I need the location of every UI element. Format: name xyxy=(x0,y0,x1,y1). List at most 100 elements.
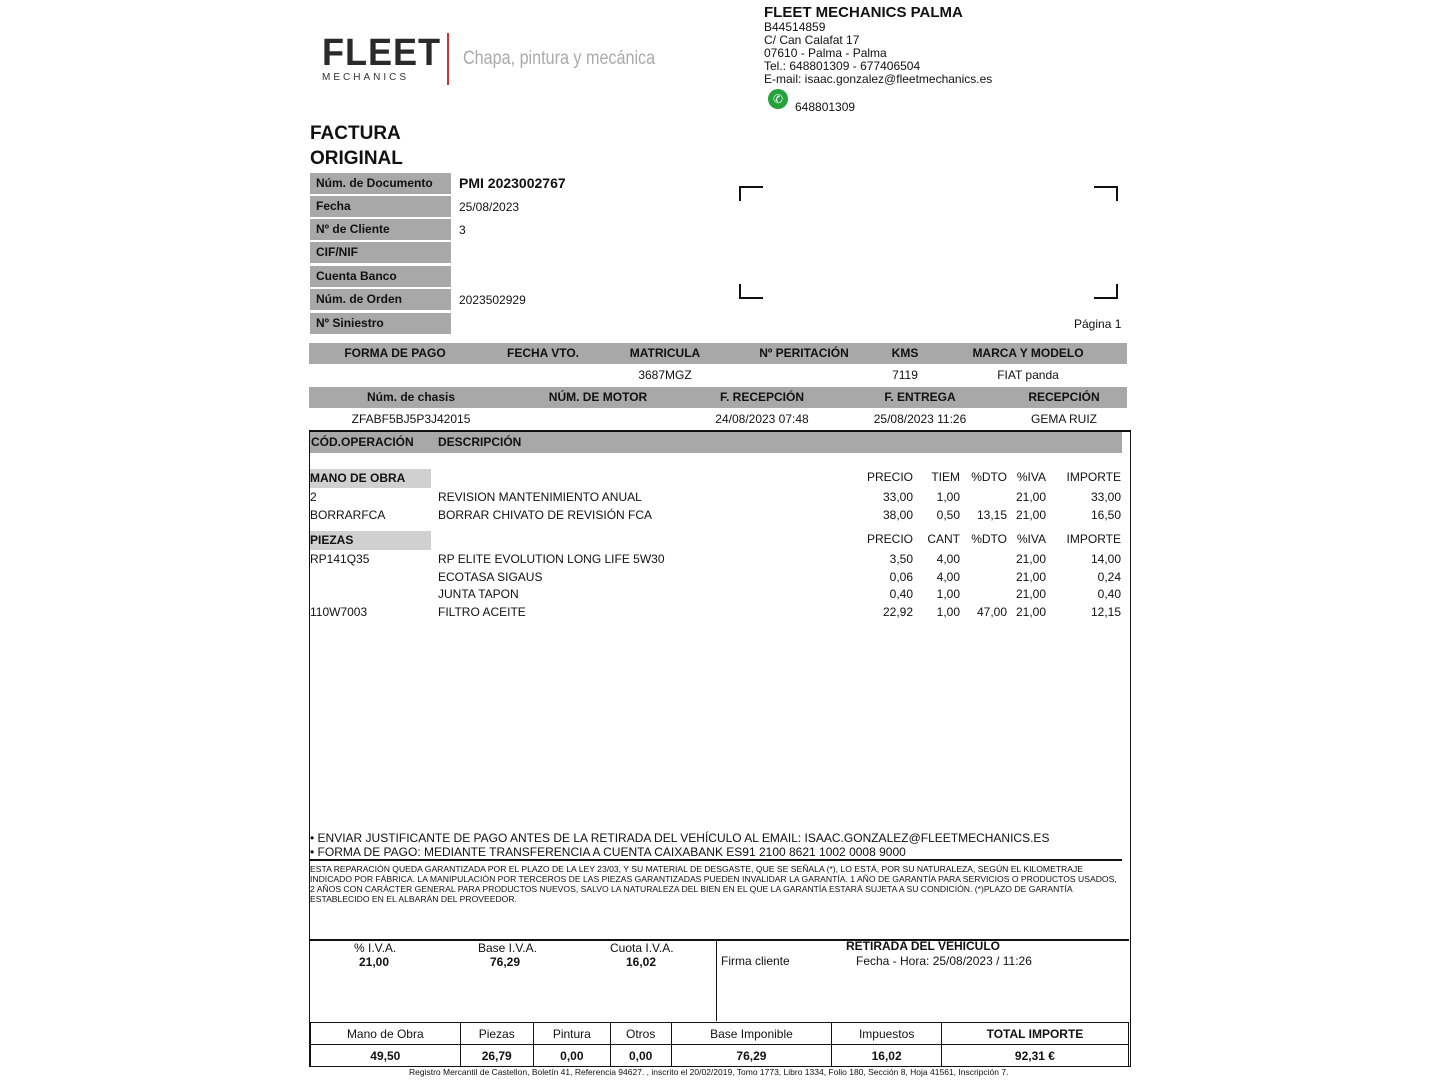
totals-value: 49,50 xyxy=(310,1044,461,1067)
vehicle-header-cell: F. ENTREGA xyxy=(884,390,956,404)
totals-value: 0,00 xyxy=(532,1044,611,1067)
column-header: IMPORTE xyxy=(1066,532,1121,546)
line-code: 2 xyxy=(310,490,317,504)
field-label: Núm. de Orden xyxy=(310,289,451,310)
line-dto: 13,15 xyxy=(976,507,1007,522)
section-title: MANO DE OBRA xyxy=(310,469,431,488)
line-amount: 16,50 xyxy=(1090,507,1121,522)
column-header: %DTO xyxy=(971,470,1007,484)
vat-pct-label: % I.V.A. xyxy=(354,941,397,955)
field-label: CIF/NIF xyxy=(310,242,451,263)
summary-vertical xyxy=(716,940,717,1021)
doc-subtitle: ORIGINAL xyxy=(310,148,403,169)
column-header: PRECIO xyxy=(866,532,913,546)
line-amount: 12,15 xyxy=(1090,604,1121,619)
summary-divider xyxy=(310,939,1129,941)
line-iva: 21,00 xyxy=(1015,490,1046,504)
vat-quota: 16,02 xyxy=(626,955,657,969)
vehicle-header-cell: MARCA Y MODELO xyxy=(972,346,1084,360)
company-email: E-mail: isaac.gonzalez@fleetmechanics.es xyxy=(764,72,993,86)
company-phone: Tel.: 648801309 - 677406504 xyxy=(764,59,921,73)
line-price: 3,50 xyxy=(889,552,913,566)
address-box-corner xyxy=(1094,284,1118,299)
vat-quota-label: Cuota I.V.A. xyxy=(610,941,674,955)
line-iva: 21,00 xyxy=(1015,604,1046,619)
column-header: CANT xyxy=(927,532,960,546)
logo-divider xyxy=(447,33,449,85)
address-box-corner xyxy=(1094,186,1118,201)
line-code: RP141Q35 xyxy=(310,552,370,566)
line-price: 38,00 xyxy=(882,507,913,522)
line-description: ECOTASA SIGAUS xyxy=(438,569,543,584)
vat-base: 76,29 xyxy=(490,955,521,969)
vehicle-header-1 xyxy=(309,343,1127,364)
logo-sub: MECHANICS xyxy=(322,72,410,83)
vat-pct: 21,00 xyxy=(359,955,390,969)
totals-header: Base Imponible xyxy=(670,1022,833,1045)
line-qty: 4,00 xyxy=(936,552,960,566)
logo: FLEET MECHANICS xyxy=(322,34,447,83)
totals-table: Mano de Obra Piezas Pintura Otros Base Impon… xyxy=(310,1022,1130,1067)
vehicle-value-cell: 3687MGZ xyxy=(638,368,692,382)
doc-title: FACTURA xyxy=(310,123,401,144)
line-description: FILTRO ACEITE xyxy=(438,604,526,619)
vehicle-value-cell: 24/08/2023 07:48 xyxy=(715,412,809,426)
vehicle-value-cell: 7119 xyxy=(892,368,918,382)
page-number: Página 1 xyxy=(1074,317,1122,331)
vehicle-header-cell: F. RECEPCIÓN xyxy=(719,390,805,404)
company-cif: B44514859 xyxy=(764,20,826,34)
field-label: Nº de Cliente xyxy=(310,219,451,240)
vehicle-header-cell: FECHA VTO. xyxy=(506,346,580,360)
vehicle-header-cell: RECEPCIÓN xyxy=(1028,390,1100,404)
totals-value: 16,02 xyxy=(831,1044,942,1067)
line-amount: 0,24 xyxy=(1097,569,1121,584)
totals-value: 76,29 xyxy=(670,1044,833,1067)
vehicle-value-cell: FIAT panda xyxy=(997,368,1059,382)
vehicle-header-cell: NÚM. DE MOTOR xyxy=(548,390,648,404)
vehicle-header-2 xyxy=(309,387,1127,408)
line-description: RP ELITE EVOLUTION LONG LIFE 5W30 xyxy=(438,552,665,566)
field-value: 2023502929 xyxy=(459,293,526,307)
company-address: C/ Can Calafat 17 xyxy=(764,33,860,47)
pickup-title: RETIRADA DEL VEHÍCULO xyxy=(846,939,1001,953)
section-title: PIEZAS xyxy=(310,531,431,550)
line-price: 22,92 xyxy=(882,604,913,619)
line-amount: 14,00 xyxy=(1090,552,1121,566)
line-description: JUNTA TAPON xyxy=(438,587,519,601)
line-qty: 4,00 xyxy=(936,569,960,584)
pickup-datetime: Fecha - Hora: 25/08/2023 / 11:26 xyxy=(856,954,1032,968)
lines-box xyxy=(309,430,1131,1067)
totals-header: Piezas xyxy=(459,1022,534,1045)
field-label: Núm. de Documento xyxy=(310,173,451,194)
line-description: BORRAR CHIVATO DE REVISIÓN FCA xyxy=(438,507,653,522)
column-header: TIEM xyxy=(931,470,960,484)
totals-header: Impuestos xyxy=(831,1022,942,1045)
line-iva: 21,00 xyxy=(1015,587,1046,601)
line-iva: 21,00 xyxy=(1015,569,1046,584)
totals-header: Otros xyxy=(609,1022,672,1045)
totals-value: 26,79 xyxy=(459,1044,534,1067)
line-qty: 0,50 xyxy=(936,507,960,522)
line-dto: 47,00 xyxy=(976,604,1007,619)
col-code: CÓD.OPERACIÓN xyxy=(311,435,414,449)
line-qty: 1,00 xyxy=(936,604,960,619)
company-info: FLEET MECHANICS PALMA B44514859 C/ Can C… xyxy=(764,4,992,86)
line-qty: 1,00 xyxy=(936,587,960,601)
logo-text: FLEET xyxy=(322,32,442,74)
field-value: 25/08/2023 xyxy=(459,200,520,214)
line-code: BORRARFCA xyxy=(310,507,386,522)
column-header: %IVA xyxy=(1016,470,1046,484)
note-payment-proof: • ENVIAR JUSTIFICANTE DE PAGO ANTES DE L… xyxy=(310,831,1050,845)
line-amount: 33,00 xyxy=(1090,490,1121,504)
line-iva: 21,00 xyxy=(1015,552,1046,566)
totals-header: TOTAL IMPORTE xyxy=(940,1022,1130,1045)
vehicle-header-cell: MATRICULA xyxy=(629,346,701,360)
column-header: PRECIO xyxy=(866,470,913,484)
address-box-corner xyxy=(739,284,763,299)
column-header: %IVA xyxy=(1016,532,1046,546)
whatsapp-icon: ✆ xyxy=(768,89,788,109)
note-payment-method: • FORMA DE PAGO: MEDIANTE TRANSFERENCIA … xyxy=(310,845,906,859)
column-header: %DTO xyxy=(971,532,1007,546)
vehicle-value-cell: GEMA RUIZ xyxy=(1030,412,1098,426)
